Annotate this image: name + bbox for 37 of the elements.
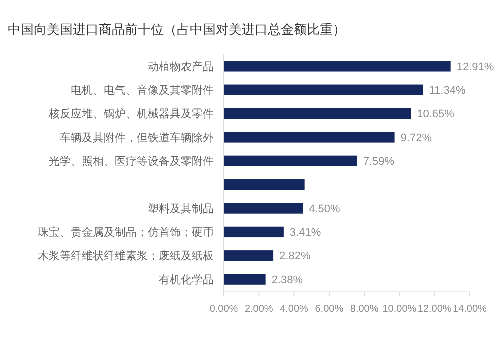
y-tick-label: 有机化学品 — [159, 274, 214, 286]
bar — [224, 108, 412, 120]
data-label: 3.41% — [290, 227, 322, 240]
y-tick-label: 光学、照相、医疗等设备及零附件 — [49, 155, 214, 168]
data-label: 12.91% — [456, 61, 494, 74]
x-tick-label: 10.00% — [382, 304, 417, 315]
y-tick-label: 木浆等纤维状纤维素浆；废纸及纸板 — [38, 250, 214, 263]
x-tick-label: 14.00% — [453, 304, 488, 315]
y-tick-label: 动植物农产品 — [148, 60, 214, 74]
bar — [224, 250, 274, 262]
y-tick-label: 珠宝、贵金属及制品；仿首饰；硬币 — [38, 226, 214, 240]
data-label: 4.50% — [309, 203, 340, 216]
data-label: 2.82% — [280, 250, 311, 263]
x-tick-label: 0.00% — [210, 304, 238, 315]
y-tick-label: 核反应堆、锅炉、机械器具及零件 — [48, 108, 214, 121]
x-tick-label: 4.00% — [280, 304, 309, 315]
bar — [224, 156, 358, 166]
bar — [224, 274, 266, 285]
data-label: 2.38% — [272, 274, 304, 286]
chart-title: 中国向美国进口商品前十位（占中国对美进口总金额比重） — [8, 22, 346, 37]
bar — [224, 61, 451, 72]
y-tick-label: 电机、电气、音像及其零附件 — [71, 84, 214, 97]
x-tick-label: 12.00% — [418, 304, 452, 315]
data-label: 11.34% — [429, 84, 466, 97]
data-label: 10.65% — [417, 108, 455, 121]
data-label: 7.59% — [363, 156, 395, 168]
data-label: 9.72% — [400, 132, 432, 144]
bar — [224, 203, 304, 214]
bar — [224, 132, 395, 143]
y-tick-label: 塑料及其制品 — [148, 202, 214, 216]
bar — [224, 180, 305, 190]
x-tick-label: 2.00% — [244, 304, 274, 315]
y-tick-label: 车辆及其附件，但铁道车辆除外 — [60, 131, 214, 144]
bar — [224, 84, 424, 96]
x-tick-label: 6.00% — [315, 304, 344, 315]
bar — [224, 226, 284, 238]
x-tick-label: 8.00% — [350, 304, 379, 315]
